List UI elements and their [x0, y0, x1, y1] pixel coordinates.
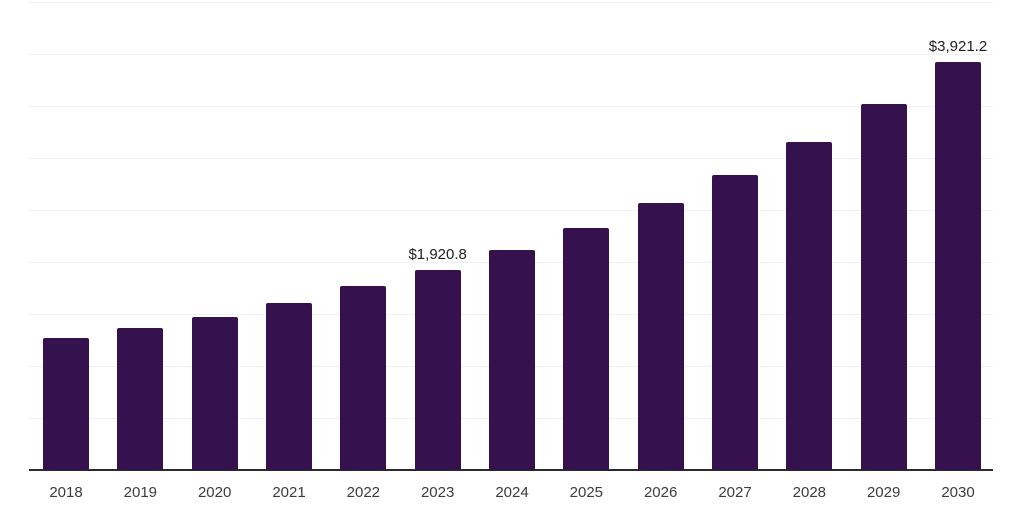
- bar-2023[interactable]: [414, 270, 461, 470]
- bar-2022[interactable]: [340, 285, 387, 470]
- x-tick-label-2025: 2025: [569, 484, 604, 501]
- x-tick-label-2022: 2022: [346, 484, 381, 501]
- bar-2025[interactable]: [563, 228, 610, 470]
- bar-2021[interactable]: [266, 303, 312, 470]
- x-tick-label-2027: 2027: [718, 484, 752, 501]
- x-tick-label-2018: 2018: [49, 484, 83, 501]
- value-label-2023: $1,920.8: [408, 246, 467, 264]
- gridline: [29, 106, 993, 107]
- x-axis-line: [29, 469, 993, 471]
- plot-area: 2018 2019 2020 2021 2022 $1,920.8 2023 2024 2025…: [29, 2, 993, 501]
- x-tick-label-2024: 2024: [495, 484, 529, 501]
- bar-2030[interactable]: [935, 62, 981, 470]
- gridline: [29, 2, 993, 3]
- x-tick-label-2029: 2029: [866, 484, 901, 501]
- bar-2028[interactable]: [786, 141, 833, 470]
- x-tick-label-2021: 2021: [272, 484, 306, 501]
- gridline: [29, 210, 993, 211]
- bar-2027[interactable]: [712, 175, 758, 470]
- x-tick-label-2020: 2020: [197, 484, 232, 501]
- x-tick-label-2028: 2028: [792, 484, 827, 501]
- bar-2018[interactable]: [43, 337, 89, 470]
- value-label-2030: $3,921.2: [928, 38, 988, 56]
- gridline: [29, 158, 993, 159]
- bar-2029[interactable]: [860, 103, 907, 470]
- x-tick-label-2030: 2030: [941, 484, 975, 501]
- gridline: [29, 54, 993, 55]
- bar-2019[interactable]: [117, 328, 164, 470]
- x-tick-label-2019: 2019: [123, 484, 158, 501]
- x-tick-label-2026: 2026: [643, 484, 678, 501]
- x-tick-label-2023: 2023: [420, 484, 455, 501]
- bar-2020[interactable]: [191, 317, 238, 470]
- bar-2024[interactable]: [489, 250, 535, 470]
- bar-2026[interactable]: [637, 203, 684, 470]
